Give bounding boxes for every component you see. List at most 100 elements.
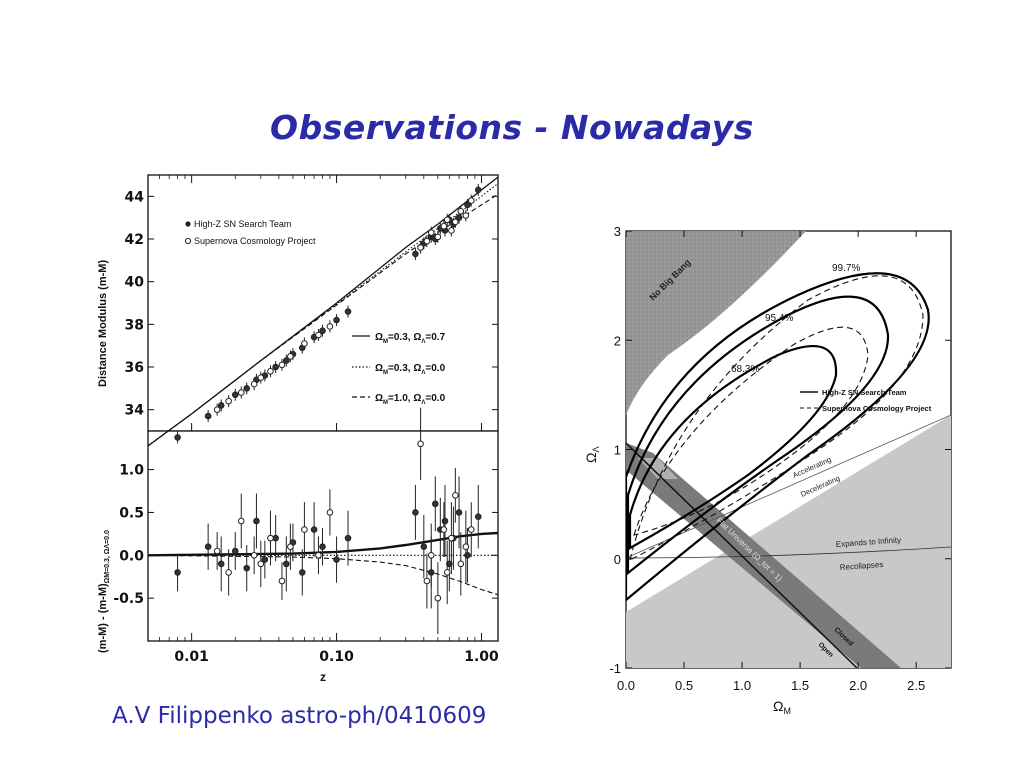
no-big-bang-region xyxy=(626,231,806,415)
top-data-point-high-z xyxy=(344,308,352,315)
bottom-data-point-scp xyxy=(434,594,442,602)
flat-band-highlight xyxy=(638,458,678,479)
omega-x-tick-label: 2.0 xyxy=(849,678,867,693)
top-data-point-scp xyxy=(434,233,442,241)
top-data-point-high-z xyxy=(243,385,251,392)
top-y-axis-label: Distance Modulus (m-M) xyxy=(97,260,109,387)
top-data-point-scp xyxy=(301,340,308,347)
legend-scp: Supernova Cosmology Project xyxy=(822,404,932,413)
top-data-point-scp xyxy=(267,367,274,375)
citation: A.V Filippenko astro-ph/0410609 xyxy=(112,703,487,729)
top-model-line-dashed xyxy=(147,193,499,447)
top-data-point-high-z xyxy=(319,327,326,335)
legend-scp-label: Supernova Cosmology Project xyxy=(194,236,316,246)
bottom-data-point-high-z xyxy=(441,517,449,525)
omega-y-tick-label: -1 xyxy=(609,661,621,676)
bottom-data-point-high-z xyxy=(474,513,482,521)
omega-plane-figure: 68.3% 95.4% 99.7% No Big Bang Accelerati… xyxy=(583,224,952,716)
bottom-data-point-high-z xyxy=(431,500,439,508)
x-axis-label: z xyxy=(320,670,326,684)
bottom-y-tick-label: 0.5 xyxy=(119,505,144,521)
bottom-data-point-high-z xyxy=(420,543,428,551)
omega-x-tick-label: 2.5 xyxy=(907,678,925,693)
omega-x-tick-label: 1.5 xyxy=(791,678,809,693)
bottom-data-point-high-z xyxy=(319,543,326,551)
top-data-point-high-z xyxy=(217,402,225,409)
bottom-data-point-scp xyxy=(326,509,334,516)
bottom-data-point-scp xyxy=(462,543,470,551)
bottom-data-point-scp xyxy=(287,543,294,551)
top-data-point-scp xyxy=(326,323,334,330)
top-panel-frame xyxy=(147,174,499,432)
bottom-data-point-scp xyxy=(278,577,286,585)
bottom-data-point-high-z xyxy=(204,543,212,551)
contour-label-68: 68.3% xyxy=(731,364,759,375)
x-tick-label: 0.10 xyxy=(319,649,354,665)
model-legend-row-3: ΩM=1.0, ΩΛ=0.0 xyxy=(375,393,446,406)
bottom-data-point-high-z xyxy=(261,556,269,563)
top-data-point-high-z xyxy=(412,250,419,258)
x-tick-label: 0.01 xyxy=(174,649,209,665)
bottom-data-point-scp xyxy=(237,517,245,525)
top-y-tick-label: 40 xyxy=(125,275,145,291)
top-data-point-scp xyxy=(457,207,465,215)
bottom-data-point-high-z xyxy=(243,564,251,572)
omega-x-axis-label: ΩM xyxy=(773,698,791,716)
x-tick-label: 1.00 xyxy=(464,649,499,665)
top-data-point-scp xyxy=(417,244,424,251)
bottom-data-point-scp xyxy=(315,551,322,559)
expands-recollapse-line xyxy=(626,546,951,559)
bottom-data-point-scp xyxy=(267,534,274,542)
omega-x-tick-label: 0.5 xyxy=(675,678,693,693)
bottom-data-point-scp xyxy=(417,440,424,448)
top-y-tick-label: 36 xyxy=(125,360,144,376)
bottom-data-point-high-z xyxy=(174,569,181,576)
accel-decel-line xyxy=(626,414,951,559)
top-data-point-high-z xyxy=(464,201,471,209)
omega-y-tick-label: 2 xyxy=(614,333,621,348)
model-legend-row-1: ΩM=0.3, ΩΛ=0.7 xyxy=(375,332,446,345)
bottom-data-point-scp xyxy=(452,491,459,499)
top-data-point-scp xyxy=(440,222,448,230)
top-data-point-scp xyxy=(423,237,431,245)
bottom-data-point-high-z xyxy=(217,560,225,568)
bottom-data-point-high-z xyxy=(253,517,260,525)
top-data-point-scp xyxy=(427,229,435,236)
hubble-diagram-figure: High-Z SN Search Team Supernova Cosmolog… xyxy=(97,174,499,684)
bottom-data-point-scp xyxy=(423,577,431,585)
top-data-point-high-z xyxy=(474,186,482,194)
bottom-data-point-scp xyxy=(213,547,221,555)
omega-x-tick-label: 0.0 xyxy=(617,678,635,693)
bottom-data-point-scp xyxy=(225,569,232,576)
open-region xyxy=(626,415,951,668)
bottom-data-point-scp xyxy=(257,560,265,568)
bottom-data-point-scp xyxy=(448,534,455,542)
top-y-tick-label: 44 xyxy=(125,189,145,205)
bottom-data-point-scp xyxy=(440,526,448,533)
omega-y-tick-label: 1 xyxy=(614,443,621,458)
bottom-data-point-scp xyxy=(301,526,308,533)
slide-title: Observations - Nowadays xyxy=(270,108,754,147)
top-data-point-high-z xyxy=(231,391,239,399)
recollapses-label: Recollapses xyxy=(840,560,884,572)
top-data-point-scp xyxy=(467,197,475,204)
top-data-point-scp xyxy=(278,361,286,369)
legend-open-marker xyxy=(184,237,192,245)
bottom-y-axis-label: (m-M) - (m-M)ΩM=0.3, ΩΛ=0.0 xyxy=(97,530,111,653)
bottom-data-point-scp xyxy=(443,569,451,576)
top-data-point-scp xyxy=(213,406,221,413)
legend-high-z-label: High-Z SN Search Team xyxy=(194,219,291,229)
top-data-point-scp xyxy=(452,218,459,226)
bottom-data-point-high-z xyxy=(412,509,419,516)
model-legend: ΩM=0.3, ΩΛ=0.7 ΩM=0.3, ΩΛ=0.0 ΩM=1.0, ΩΛ… xyxy=(352,332,446,406)
top-data-point-high-z xyxy=(272,363,279,371)
top-y-tick-label: 38 xyxy=(125,317,144,333)
top-data-point-scp xyxy=(462,212,470,219)
bottom-y-tick-label: -0.5 xyxy=(113,591,144,607)
top-data-point-scp xyxy=(443,216,451,224)
bottom-model-line-solid xyxy=(147,531,499,557)
bottom-data-point-high-z xyxy=(298,569,306,576)
bottom-data-point-high-z xyxy=(231,547,239,555)
bottom-data-point-scp xyxy=(250,551,258,559)
legend-high-z: High-Z SN Search Team xyxy=(822,388,907,397)
